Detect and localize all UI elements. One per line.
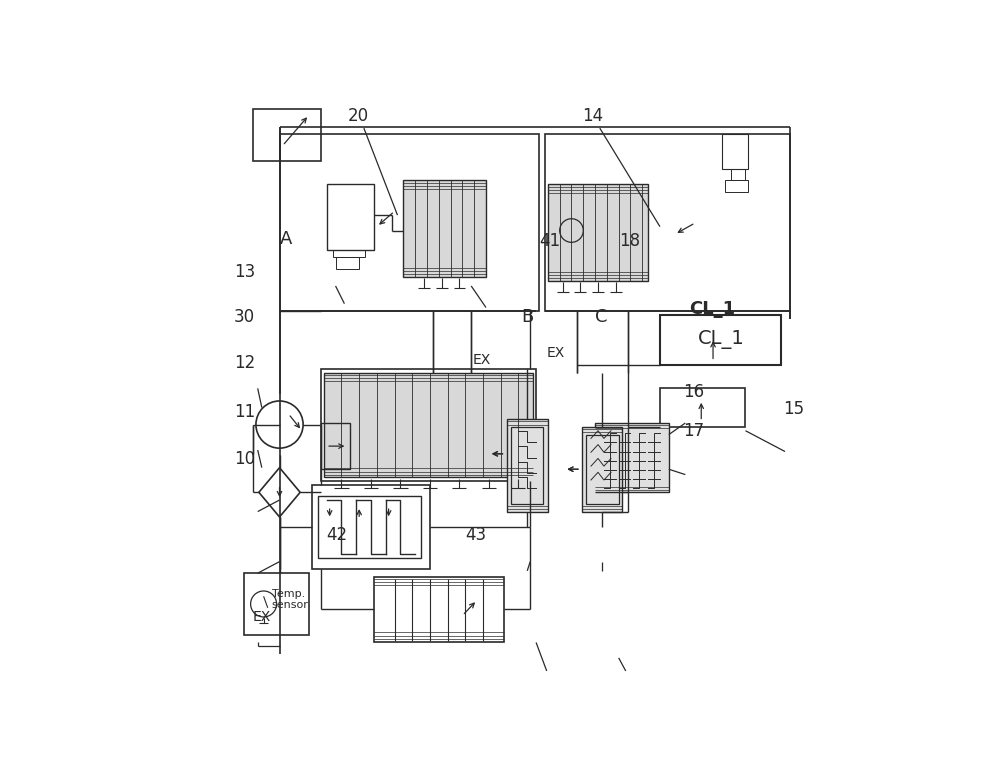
Bar — [321, 423, 350, 470]
Text: 18: 18 — [619, 231, 640, 250]
Text: CL_1: CL_1 — [698, 330, 745, 349]
Text: 13: 13 — [234, 263, 255, 281]
Text: 41: 41 — [539, 231, 560, 250]
Text: 10: 10 — [234, 450, 255, 468]
Text: 16: 16 — [684, 382, 705, 401]
Bar — [327, 185, 374, 250]
Text: 43: 43 — [465, 526, 486, 545]
Bar — [582, 427, 622, 512]
Bar — [507, 419, 548, 512]
Text: B: B — [521, 308, 534, 326]
Bar — [403, 181, 486, 277]
Text: sensor: sensor — [272, 600, 309, 610]
Text: 30: 30 — [234, 308, 255, 326]
Text: 15: 15 — [783, 401, 804, 418]
Text: EX: EX — [547, 345, 565, 359]
Bar — [545, 134, 790, 311]
Text: 20: 20 — [347, 106, 368, 125]
Text: 14: 14 — [582, 106, 603, 125]
Bar — [725, 181, 748, 192]
Text: 42: 42 — [327, 526, 348, 545]
Bar — [253, 109, 321, 161]
Bar — [731, 169, 745, 181]
Text: Temp.: Temp. — [272, 590, 305, 600]
Text: EX: EX — [472, 353, 491, 367]
Bar — [548, 185, 648, 280]
Bar — [312, 485, 430, 569]
Bar — [660, 388, 745, 427]
Bar — [336, 257, 359, 269]
Bar — [318, 496, 421, 558]
Bar — [321, 369, 536, 481]
Bar — [660, 316, 781, 365]
Text: C: C — [595, 308, 608, 326]
Bar — [374, 577, 504, 643]
Bar — [280, 134, 539, 311]
Text: 12: 12 — [234, 354, 255, 372]
Bar — [595, 423, 669, 493]
Text: CL_1: CL_1 — [689, 300, 736, 318]
Bar — [511, 427, 543, 504]
Bar — [586, 434, 619, 504]
Bar — [324, 373, 533, 477]
Text: 17: 17 — [684, 422, 705, 440]
Text: A: A — [280, 231, 292, 248]
Text: EX: EX — [253, 610, 271, 624]
Bar — [333, 250, 365, 257]
Text: 11: 11 — [234, 403, 255, 421]
Bar — [244, 573, 309, 635]
Bar — [722, 134, 748, 169]
